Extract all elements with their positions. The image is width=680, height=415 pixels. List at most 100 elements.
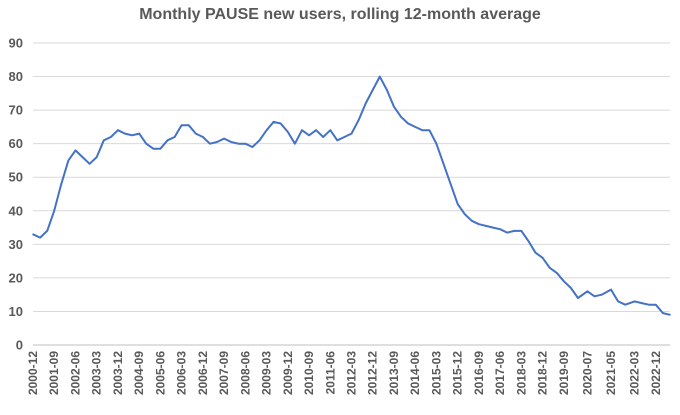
data-point <box>272 121 275 123</box>
series-line <box>32 75 671 316</box>
data-point <box>159 147 162 150</box>
x-tick-label: 2012-03 <box>345 351 359 395</box>
chart-title: Monthly PAUSE new users, rolling 12-mont… <box>139 6 541 23</box>
data-point <box>67 159 70 162</box>
data-point <box>230 141 232 143</box>
x-tick-label: 2001-09 <box>47 351 61 395</box>
data-point <box>322 136 325 138</box>
y-tick-label: 20 <box>9 270 23 285</box>
data-point <box>655 303 657 306</box>
data-point <box>265 129 268 131</box>
data-point <box>577 297 579 299</box>
data-point <box>350 132 353 135</box>
data-point <box>463 213 466 215</box>
data-point <box>315 129 317 131</box>
data-point <box>633 300 636 303</box>
data-point <box>166 139 169 142</box>
x-axis-ticks: 2000-12 2001-09 2002-06 2003-03 2003-12 2004-… <box>26 351 663 395</box>
data-point <box>258 139 261 142</box>
data-point <box>570 287 572 289</box>
data-point <box>74 149 77 152</box>
data-point <box>32 233 34 236</box>
y-tick-label: 60 <box>9 136 23 151</box>
y-tick-label: 0 <box>16 338 23 353</box>
x-tick-label: 2022-03 <box>628 351 642 395</box>
x-tick-label: 2019-09 <box>557 351 571 395</box>
x-tick-label: 2018-03 <box>514 351 528 395</box>
data-point <box>393 106 395 108</box>
y-tick-label: 50 <box>9 170 23 185</box>
data-point <box>421 129 424 131</box>
x-tick-label: 2013-09 <box>387 351 401 395</box>
data-point <box>400 116 402 118</box>
data-point <box>520 230 523 232</box>
data-point <box>624 303 626 306</box>
y-tick-label: 90 <box>9 36 23 51</box>
data-point <box>88 163 91 165</box>
data-point <box>428 129 431 131</box>
data-point <box>640 302 643 304</box>
data-point <box>379 75 381 78</box>
data-point <box>138 132 140 135</box>
data-point <box>669 314 671 316</box>
data-point <box>287 131 289 133</box>
data-point <box>407 122 409 125</box>
data-point <box>593 295 596 298</box>
y-tick-label: 40 <box>9 203 23 218</box>
data-point <box>187 124 190 126</box>
data-point <box>209 142 211 145</box>
data-point <box>81 156 84 158</box>
data-point <box>662 312 664 314</box>
data-point <box>527 240 530 242</box>
x-tick-label: 2008-06 <box>238 351 252 395</box>
data-point <box>563 280 565 283</box>
data-point <box>60 183 63 185</box>
x-tick-label: 2018-12 <box>536 351 550 395</box>
data-point <box>414 126 417 128</box>
data-point <box>556 272 558 274</box>
x-tick-label: 2006-12 <box>196 351 210 395</box>
data-point <box>195 132 197 135</box>
data-point <box>371 89 374 91</box>
x-tick-label: 2009-03 <box>260 351 274 395</box>
data-point <box>53 210 55 212</box>
data-point <box>586 290 589 293</box>
gridlines <box>33 42 670 312</box>
data-point <box>131 134 133 137</box>
x-tick-label: 2014-06 <box>408 351 422 395</box>
data-point <box>251 146 254 148</box>
x-tick-label: 2004-09 <box>132 351 146 395</box>
data-point <box>237 142 240 145</box>
data-point <box>435 142 438 145</box>
x-tick-label: 2005-06 <box>153 351 167 395</box>
data-point <box>329 129 332 131</box>
data-point <box>279 122 282 125</box>
x-tick-label: 2000-12 <box>26 351 40 395</box>
y-tick-label: 10 <box>9 304 23 319</box>
data-point <box>648 303 650 306</box>
x-tick-label: 2006-03 <box>175 351 189 395</box>
data-point <box>617 300 619 303</box>
data-point <box>124 132 126 135</box>
data-point <box>216 141 218 143</box>
x-tick-label: 2009-12 <box>281 351 295 395</box>
data-point <box>499 228 501 230</box>
y-tick-label: 80 <box>9 69 23 84</box>
x-tick-label: 2007-09 <box>217 351 231 395</box>
data-point <box>610 288 612 291</box>
data-point <box>39 236 41 239</box>
data-point <box>173 136 176 138</box>
data-point <box>336 139 339 142</box>
data-point <box>364 102 367 105</box>
data-point <box>244 142 247 145</box>
data-point <box>301 129 303 131</box>
data-point <box>534 251 537 254</box>
y-tick-label: 70 <box>9 103 23 118</box>
x-tick-label: 2012-12 <box>366 351 380 395</box>
data-point <box>117 129 119 131</box>
data-point <box>110 136 112 138</box>
data-point <box>478 223 480 225</box>
data-points <box>32 75 671 316</box>
data-point <box>95 156 98 158</box>
